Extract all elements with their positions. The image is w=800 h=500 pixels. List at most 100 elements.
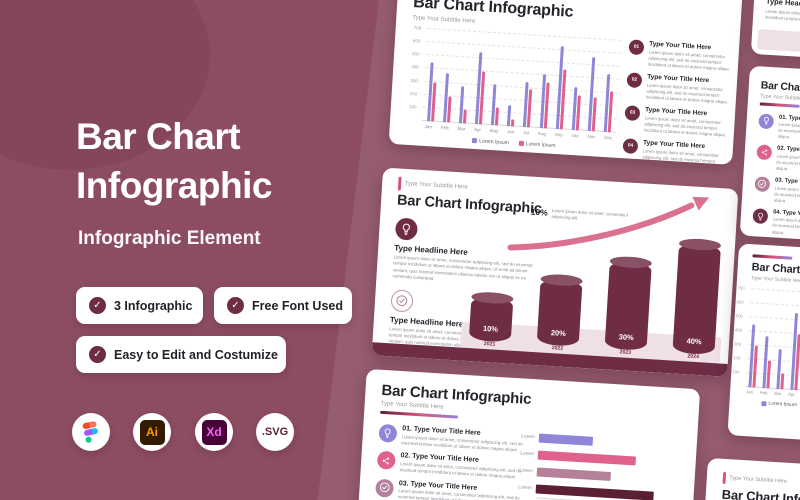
item-text: Lorem ipsum dolor sit amet, consectetur … bbox=[777, 121, 800, 140]
item-icon bbox=[756, 144, 773, 161]
item-body: Type Your Title Here Lorem ipsum dolor si… bbox=[646, 74, 739, 107]
check-icon: ✓ bbox=[227, 297, 244, 314]
legend-swatch bbox=[518, 141, 524, 146]
item-icon bbox=[754, 176, 771, 193]
template-card-hbar-chart: Bar Chart Infographic Type Your Subtitle… bbox=[352, 368, 701, 500]
page-title-line1: Bar Chart bbox=[76, 116, 241, 157]
x-tick-label: Oct bbox=[571, 132, 579, 138]
item-text: Lorem ipsum dolor sit amet, consectetur … bbox=[647, 49, 731, 72]
bar-group bbox=[776, 349, 785, 389]
accent-bar bbox=[722, 471, 726, 484]
hbar bbox=[538, 433, 594, 447]
x-tick-label: Jan bbox=[424, 123, 433, 129]
cylinder-top bbox=[471, 291, 514, 305]
cylinder-top bbox=[540, 273, 583, 287]
item-body: Type Your Title Here Lorem ipsum dolor si… bbox=[648, 41, 741, 74]
legend-item: Lorem Ipsum bbox=[472, 137, 509, 146]
headline-block: Type Headline Here Lorem ipsum dolor sit… bbox=[388, 288, 538, 360]
body-text: Lorem ipsum dolor sit amet, consectetur … bbox=[764, 8, 800, 25]
share-icon bbox=[761, 149, 767, 156]
bar-group bbox=[539, 74, 550, 129]
cylinder-value: 30% bbox=[618, 332, 635, 343]
chart-plot: 100 200 300 400 500 600 700 bbox=[732, 285, 800, 397]
legend-swatch bbox=[761, 401, 767, 407]
lightbulb-icon bbox=[402, 223, 411, 236]
template-mockup: Bar Chart Infographic Type Your Subtitle… bbox=[320, 0, 800, 500]
bar bbox=[766, 359, 772, 389]
legend-label: Lorem Ipsum bbox=[525, 140, 556, 149]
y-tick-label: 400 bbox=[734, 326, 743, 333]
x-tick-label: Jul bbox=[523, 129, 530, 135]
hbar-label: Lorem bbox=[519, 468, 534, 475]
grouped-bar-chart: 100 200 300 400 500 600 700 Jan Feb Mar Apr May Jun J… bbox=[404, 25, 630, 165]
y-tick-label: 300 bbox=[733, 340, 742, 347]
feature-badge: ✓ 3 Infographic bbox=[76, 287, 203, 324]
cylinder-bar: 20% bbox=[536, 273, 583, 347]
bar bbox=[495, 106, 500, 126]
feature-badge: ✓ Easy to Edit and Costumize bbox=[76, 336, 286, 373]
x-tick-label: Apr bbox=[787, 391, 795, 398]
y-tick-label: 200 bbox=[409, 90, 418, 97]
item-body: Type Your Title Here Lorem ipsum dolor si… bbox=[642, 140, 735, 165]
adobe-xd-icon: Xd bbox=[195, 413, 233, 451]
item-body: Type Your Title Here Lorem ipsum dolor si… bbox=[644, 107, 737, 140]
chart-plot: 100 200 300 400 500 600 700 bbox=[409, 25, 622, 133]
item-icon bbox=[375, 478, 395, 498]
share-icon bbox=[383, 457, 390, 465]
legend-swatch bbox=[472, 138, 477, 143]
x-tick-label: May bbox=[489, 127, 499, 133]
svg-icon: .SVG bbox=[256, 413, 294, 451]
bar-group bbox=[443, 73, 453, 123]
cylinder-top bbox=[678, 237, 722, 252]
template-card-top-chart: Bar Chart Infographic Type Your Subtitle… bbox=[388, 0, 746, 165]
cylinder-value: 40% bbox=[686, 336, 702, 347]
y-tick-label: 200 bbox=[733, 354, 741, 361]
x-tick-label: Sep bbox=[554, 131, 563, 137]
x-tick-label: Dec bbox=[604, 134, 613, 140]
legend-label: Lorem Ipsum bbox=[768, 401, 798, 409]
trend-arrow-icon bbox=[507, 196, 710, 251]
item-text: Lorem ipsum dolor sit amet, consectetur … bbox=[775, 153, 800, 172]
page-title: Bar Chart Infographic bbox=[76, 112, 272, 210]
bar-group bbox=[555, 46, 567, 130]
bar-groups bbox=[422, 29, 621, 133]
legend-item: Lorem Ipsum bbox=[518, 140, 556, 149]
bar bbox=[780, 373, 785, 389]
y-tick-label: 500 bbox=[411, 51, 420, 57]
item-text: Lorem ipsum dolor sit amet, consectetur … bbox=[645, 82, 729, 105]
check-icon bbox=[758, 180, 767, 189]
bar bbox=[527, 89, 533, 128]
hbar-label: Lorem bbox=[520, 451, 535, 458]
page-subtitle: Infographic Element bbox=[78, 228, 261, 249]
bar-group bbox=[491, 84, 500, 126]
badge-label: 3 Infographic bbox=[114, 298, 193, 313]
bar-group bbox=[507, 105, 515, 127]
number-badge: 02 bbox=[626, 72, 643, 89]
hbar-label: Lorem bbox=[518, 485, 532, 492]
y-tick-label: 100 bbox=[732, 368, 740, 375]
card-title: Bar Chart Infographic bbox=[721, 486, 800, 500]
item-icon bbox=[758, 112, 775, 129]
number-badge: 04 bbox=[622, 138, 639, 155]
template-card-side-list: Bar Chart Infographic Type Your Subtitle… bbox=[739, 65, 800, 247]
x-tick-label: Jun bbox=[507, 128, 515, 134]
numbered-list: 01 Type Your Title Here Lorem ipsum dolor … bbox=[621, 39, 741, 165]
item-text: Lorem ipsum dolor sit amet, consectetur … bbox=[771, 216, 800, 235]
cylinder-value: 10% bbox=[482, 323, 499, 334]
bar-group bbox=[571, 86, 581, 131]
bar-group bbox=[427, 62, 438, 122]
bar-group bbox=[587, 57, 599, 132]
y-tick-label: 700 bbox=[737, 284, 745, 291]
cylinder-bar: 40% bbox=[672, 237, 722, 356]
badge-label: Easy to Edit and Costumize bbox=[114, 347, 278, 362]
